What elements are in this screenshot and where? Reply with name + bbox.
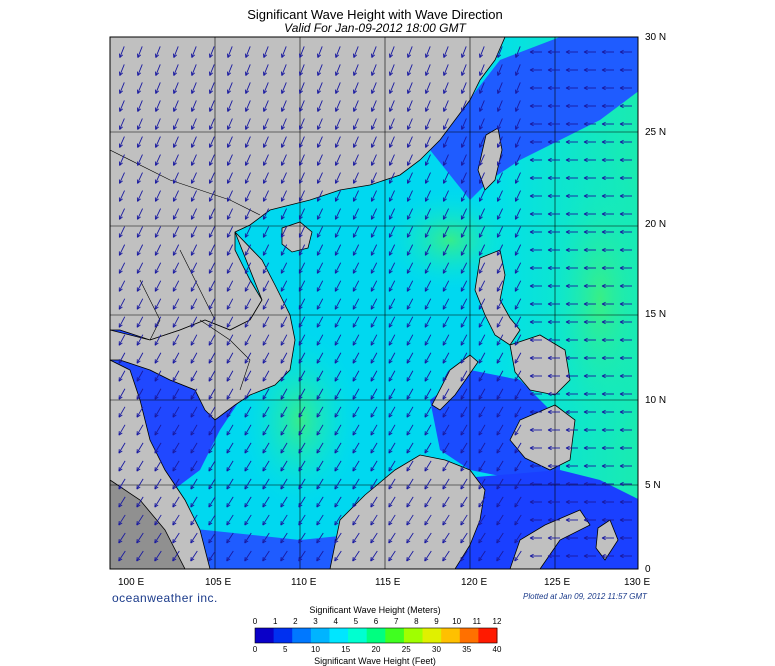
feet-tick-label: 35: [462, 645, 471, 654]
lon-label-100e: 100 E: [118, 577, 144, 588]
meter-tick-label: 0: [253, 617, 258, 626]
colorbar-swatch: [441, 628, 460, 643]
meter-tick-label: 9: [434, 617, 439, 626]
lat-label-25n: 25 N: [645, 127, 666, 138]
lat-label-10n: 10 N: [645, 395, 666, 406]
colorbar-swatch: [311, 628, 330, 643]
meter-tick-label: 1: [273, 617, 278, 626]
feet-tick-label: 40: [493, 645, 502, 654]
colorbar-swatch: [367, 628, 386, 643]
meter-tick-label: 8: [414, 617, 419, 626]
meter-tick-label: 4: [333, 617, 338, 626]
lon-label-105e: 105 E: [205, 577, 231, 588]
colorbar-swatch: [423, 628, 442, 643]
feet-tick-label: 25: [402, 645, 411, 654]
lat-label-20n: 20 N: [645, 219, 666, 230]
lat-label-15n: 15 N: [645, 309, 666, 320]
colorbar-swatch: [255, 628, 274, 643]
colorbar-title-meters: Significant Wave Height (Meters): [0, 605, 750, 615]
lat-label-30n: 30 N: [645, 32, 666, 43]
meter-tick-label: 12: [493, 617, 502, 626]
feet-tick-label: 10: [311, 645, 320, 654]
lon-label-125e: 125 E: [544, 577, 570, 588]
feet-tick-label: 15: [341, 645, 350, 654]
lon-label-110e: 110 E: [291, 577, 316, 588]
colorbar-swatch: [404, 628, 423, 643]
lon-label-115e: 115 E: [375, 577, 400, 588]
feet-tick-label: 30: [432, 645, 441, 654]
meter-tick-label: 2: [293, 617, 298, 626]
colorbar-swatch: [329, 628, 348, 643]
high-wave-zone-east: [540, 150, 660, 450]
meter-tick-label: 7: [394, 617, 399, 626]
lat-label-0: 0: [645, 564, 651, 575]
lon-label-120e: 120 E: [461, 577, 487, 588]
colorbar-swatch: [385, 628, 404, 643]
feet-tick-label: 20: [372, 645, 381, 654]
colorbar-swatch: [292, 628, 311, 643]
colorbar-swatch: [348, 628, 367, 643]
colorbar-swatch: [478, 628, 497, 643]
meter-tick-label: 10: [452, 617, 461, 626]
colorbar-swatch: [460, 628, 479, 643]
meter-tick-label: 11: [473, 617, 482, 626]
feet-tick-label: 5: [283, 645, 288, 654]
meter-tick-label: 6: [374, 617, 379, 626]
brand-logo: oceanweather inc.: [112, 591, 218, 605]
lon-label-130e: 130 E: [624, 577, 650, 588]
feet-tick-label: 0: [253, 645, 258, 654]
plotted-timestamp: Plotted at Jan 09, 2012 11:57 GMT: [523, 592, 647, 601]
lat-label-5n: 5 N: [645, 480, 661, 491]
meter-tick-label: 5: [354, 617, 359, 626]
meter-tick-label: 3: [313, 617, 318, 626]
colorbar-swatch: [274, 628, 293, 643]
